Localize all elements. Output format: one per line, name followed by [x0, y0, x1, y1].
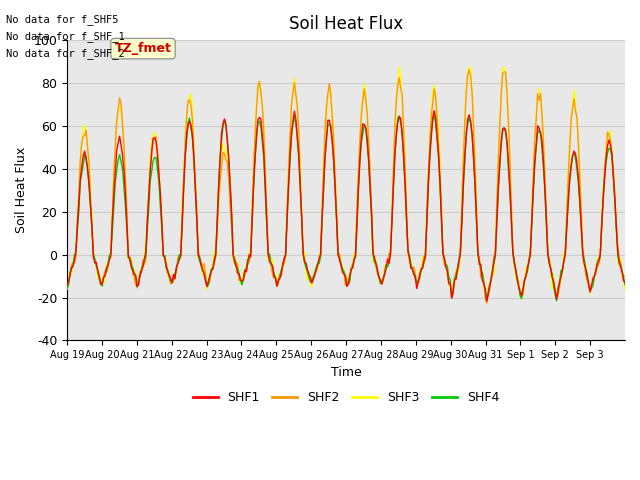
Text: No data for f_SHF_1: No data for f_SHF_1: [6, 31, 125, 42]
Text: TZ_fmet: TZ_fmet: [115, 42, 172, 55]
Y-axis label: Soil Heat Flux: Soil Heat Flux: [15, 147, 28, 233]
X-axis label: Time: Time: [331, 366, 362, 379]
Text: No data for f_SHF_2: No data for f_SHF_2: [6, 48, 125, 59]
Legend: SHF1, SHF2, SHF3, SHF4: SHF1, SHF2, SHF3, SHF4: [188, 386, 504, 409]
Text: No data for f_SHF5: No data for f_SHF5: [6, 14, 119, 25]
Title: Soil Heat Flux: Soil Heat Flux: [289, 15, 403, 33]
